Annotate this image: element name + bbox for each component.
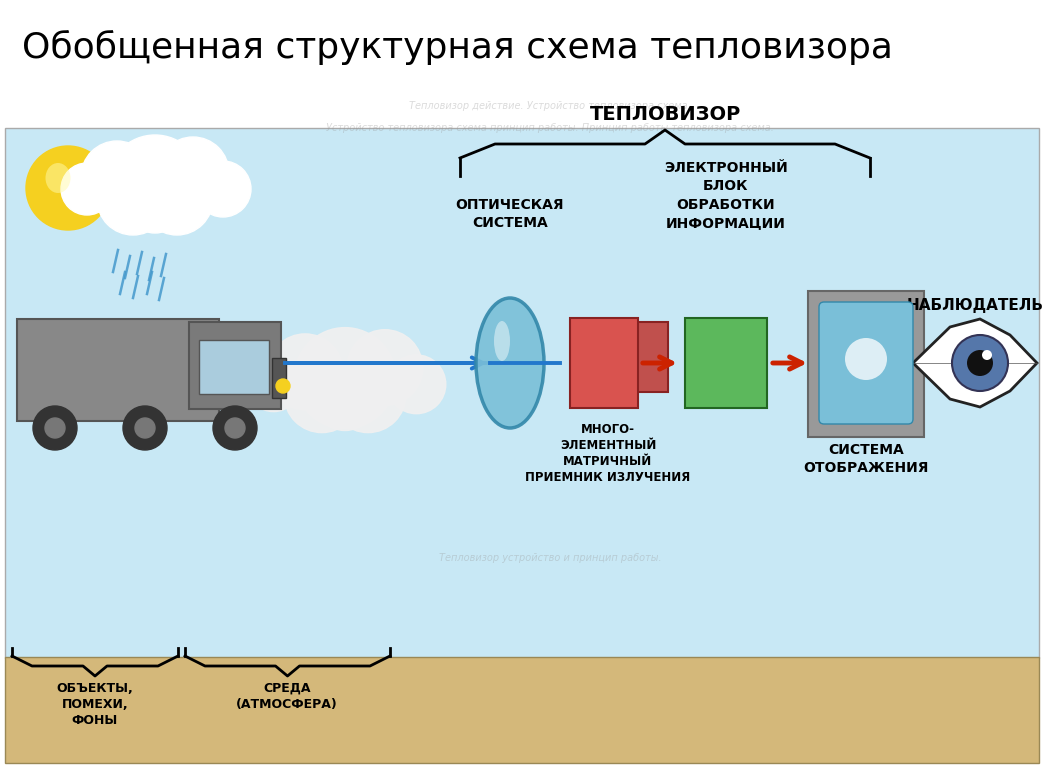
FancyBboxPatch shape (570, 318, 638, 408)
FancyBboxPatch shape (17, 319, 219, 421)
FancyBboxPatch shape (808, 291, 924, 437)
Circle shape (123, 406, 167, 450)
Circle shape (330, 357, 406, 433)
FancyBboxPatch shape (622, 322, 668, 392)
FancyBboxPatch shape (685, 318, 767, 408)
Circle shape (387, 355, 446, 414)
Circle shape (267, 334, 342, 409)
Text: ОБЪЕКТЫ,
ПОМЕХИ,
ФОНЫ: ОБЪЕКТЫ, ПОМЕХИ, ФОНЫ (56, 682, 134, 727)
Text: ТЕПЛОВИЗОР: ТЕПЛОВИЗОР (590, 105, 740, 124)
Circle shape (952, 335, 1009, 391)
Circle shape (284, 357, 360, 433)
Text: МНОГО-
ЭЛЕМЕНТНЫЙ
МАТРИЧНЫЙ
ПРИЕМНИК ИЗЛУЧЕНИЯ: МНОГО- ЭЛЕМЕНТНЫЙ МАТРИЧНЫЙ ПРИЕМНИК ИЗЛ… (525, 423, 691, 484)
FancyBboxPatch shape (199, 340, 269, 394)
Circle shape (157, 137, 229, 209)
Text: ЭЛЕКТРОННЫЙ
БЛОК
ОБРАБОТКИ
ИНФОРМАЦИИ: ЭЛЕКТРОННЫЙ БЛОК ОБРАБОТКИ ИНФОРМАЦИИ (664, 161, 788, 230)
Text: Обобщенная структурная схема тепловизора: Обобщенная структурная схема тепловизора (22, 30, 893, 65)
Circle shape (97, 163, 169, 235)
Text: Тепловизор устройство и принцип работы.: Тепловизор устройство и принцип работы. (438, 553, 661, 563)
Ellipse shape (476, 298, 544, 428)
Circle shape (226, 418, 245, 438)
Circle shape (294, 328, 396, 429)
Circle shape (246, 357, 301, 412)
Circle shape (313, 367, 377, 430)
Circle shape (33, 406, 77, 450)
Circle shape (982, 350, 992, 360)
Text: Тепловизор действие. Устройство тепловизора схема.: Тепловизор действие. Устройство тепловиз… (409, 101, 691, 111)
Circle shape (26, 146, 110, 230)
Text: НАБЛЮДАТЕЛЬ: НАБЛЮДАТЕЛЬ (906, 298, 1044, 313)
Circle shape (45, 418, 65, 438)
Circle shape (195, 161, 251, 217)
Text: ОПТИЧЕСКАЯ
СИСТЕМА: ОПТИЧЕСКАЯ СИСТЕМА (456, 198, 564, 230)
Circle shape (61, 163, 113, 215)
Ellipse shape (494, 321, 511, 361)
Circle shape (967, 350, 993, 376)
Circle shape (141, 163, 213, 235)
Ellipse shape (845, 338, 887, 380)
Polygon shape (914, 319, 1037, 407)
Circle shape (81, 141, 153, 213)
Text: СИСТЕМА
ОТОБРАЖЕНИЯ: СИСТЕМА ОТОБРАЖЕНИЯ (803, 443, 929, 475)
Bar (5, 657, 1039, 763)
Ellipse shape (46, 163, 71, 193)
Circle shape (276, 379, 290, 393)
Circle shape (106, 135, 203, 231)
Circle shape (125, 173, 185, 233)
Circle shape (213, 406, 257, 450)
Text: Устройство тепловизора схема принцип работы. Принцип работы тепловизора схема.: Устройство тепловизора схема принцип раб… (326, 123, 774, 133)
Bar (5, 128, 1039, 658)
FancyBboxPatch shape (818, 302, 914, 424)
FancyBboxPatch shape (272, 358, 286, 398)
Circle shape (347, 330, 423, 405)
FancyBboxPatch shape (189, 322, 281, 409)
Text: СРЕДА
(АТМОСФЕРА): СРЕДА (АТМОСФЕРА) (236, 682, 338, 711)
Circle shape (135, 418, 155, 438)
